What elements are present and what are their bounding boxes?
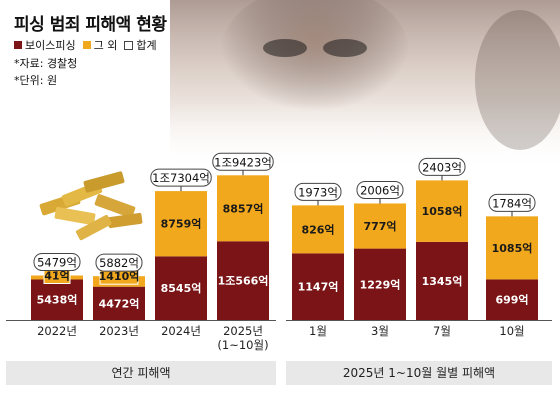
x-tick-label: 2022년 (37, 324, 77, 338)
legend: 보이스피싱 그 외 합계 (14, 37, 157, 53)
data-label-voice-phishing: 1조566억 (218, 275, 269, 288)
total-label-box (95, 253, 143, 272)
legend-label-other: 그 외 (93, 39, 118, 52)
legend-swatch-other (82, 41, 91, 49)
data-label-other: 1058억 (422, 205, 463, 218)
data-label-other: 777억 (363, 220, 396, 233)
total-label-box (356, 180, 404, 199)
total-label: 1784억 (492, 196, 532, 210)
legend-swatch-total (124, 40, 134, 50)
total-label-box (150, 168, 212, 187)
data-label-other: 826억 (301, 223, 334, 236)
legend-label-voice-phishing: 보이스피싱 (25, 39, 76, 52)
x-tick-label: 2025년 (223, 324, 263, 338)
bar-voice-phishing (93, 286, 145, 320)
total-label: 1973억 (298, 185, 338, 199)
total-label-box (33, 252, 81, 271)
x-tick-label: 10월 (499, 324, 524, 338)
bar-other (354, 203, 406, 249)
total-label: 5882억 (99, 256, 139, 270)
bar-voice-phishing (416, 241, 468, 320)
data-label-other: 1410억 (99, 270, 140, 283)
unit-note: *단위: 원 (14, 74, 58, 87)
source-note: *자료: 경찰청 (14, 57, 78, 70)
x-tick-label: 2023년 (99, 324, 139, 338)
bar-voice-phishing (217, 241, 269, 320)
bar-other (217, 175, 269, 242)
data-label-voice-phishing: 1345억 (422, 275, 463, 288)
money-stack-icon (39, 171, 143, 241)
goggles-right (323, 39, 367, 57)
bar-other (416, 180, 468, 242)
bar-other (292, 205, 344, 254)
bar-voice-phishing (155, 256, 207, 320)
bar-other (486, 216, 538, 280)
data-label-other: 8857억 (223, 202, 264, 215)
total-label-box (294, 182, 342, 201)
panel-label-monthly: 2025년 1~10월 월별 피해액 (286, 361, 552, 385)
bar-voice-phishing (31, 279, 83, 320)
data-label-other: 41억 (44, 269, 69, 282)
hooded-figure (220, 0, 410, 125)
hand-phone (475, 10, 560, 150)
bar-voice-phishing (292, 253, 344, 320)
total-label-box (488, 193, 536, 212)
data-label-voice-phishing: 8545억 (161, 282, 202, 295)
legend-swatch-voice-phishing (14, 41, 22, 49)
chart-title: 피싱 범죄 피해액 현황 (14, 15, 167, 35)
total-label: 5479억 (37, 255, 77, 269)
total-label: 1조7304억 (152, 171, 210, 185)
x-tick-label: 1월 (309, 324, 327, 338)
total-label: 2006억 (360, 183, 400, 197)
goggles-left (263, 39, 307, 57)
panel-label-annual: 연간 피해액 (6, 361, 276, 385)
data-label-voice-phishing: 4472억 (99, 297, 140, 310)
bar-voice-phishing (354, 248, 406, 320)
x-tick-label: (1~10월) (217, 338, 268, 352)
total-label: 2403억 (422, 160, 462, 174)
total-label: 1조9423억 (214, 155, 272, 169)
data-label-other: 1085억 (492, 242, 533, 255)
total-label-box (418, 157, 466, 176)
data-label-voice-phishing: 1147억 (298, 281, 339, 294)
bar-other (155, 191, 207, 257)
bar-voice-phishing (486, 279, 538, 320)
data-label-voice-phishing: 699억 (495, 294, 528, 307)
x-tick-label: 3월 (371, 324, 389, 338)
legend-label-total: 합계 (136, 39, 157, 52)
total-label-box (212, 152, 274, 171)
x-tick-label: 7월 (433, 324, 451, 338)
data-label-other: 8759억 (161, 218, 202, 231)
data-label-voice-phishing: 5438억 (37, 294, 78, 307)
x-tick-label: 2024년 (161, 324, 201, 338)
data-label-voice-phishing: 1229억 (360, 278, 401, 291)
